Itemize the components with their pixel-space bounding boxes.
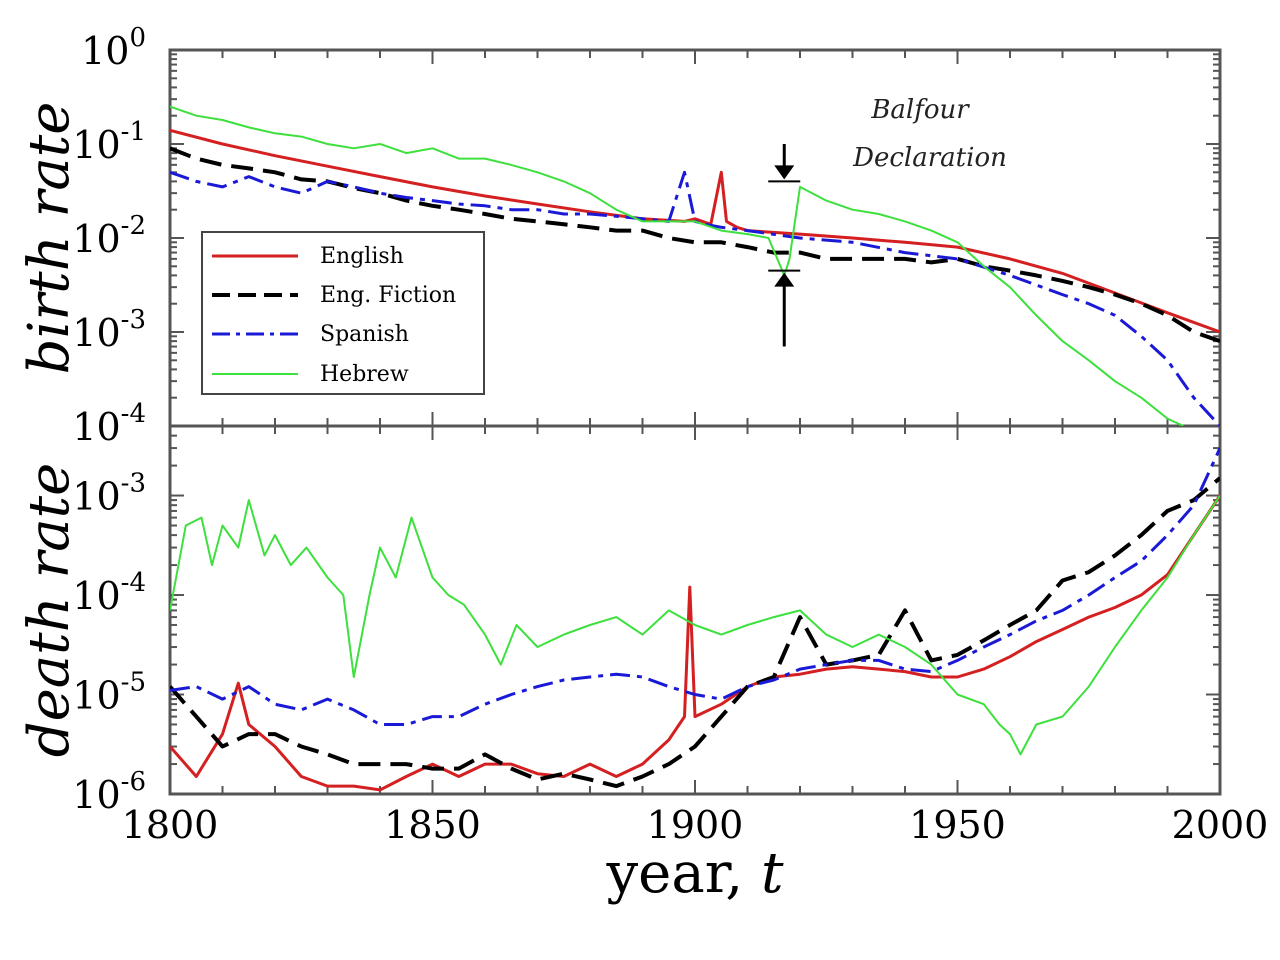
annotation-arrowhead-down [774, 165, 795, 180]
annotation-line1: Balfour [870, 95, 970, 125]
bottom-series-hebrew [170, 494, 1220, 756]
bottom-series-group [170, 447, 1220, 792]
x-axis-title-variable: t [761, 841, 784, 906]
bottom-ytick-label: 10-4 [72, 568, 146, 618]
bottom-series-english [170, 494, 1220, 792]
legend-label-spanish: Spanish [320, 322, 409, 347]
annotation-line2: Declaration [852, 143, 1007, 173]
annotation-arrows [768, 144, 801, 347]
x-axis-title-text: year, [606, 841, 761, 906]
bottom-series-spanish [170, 447, 1220, 726]
x-tick-label: 2000 [1172, 803, 1269, 847]
top-series-group [170, 105, 1220, 426]
bottom-ytick-label: 10-6 [72, 767, 146, 817]
top-y-axis-title: birth rate [17, 102, 82, 375]
legend-label-hebrew: Hebrew [320, 362, 409, 387]
x-tick-label: 1800 [122, 803, 219, 847]
top-ytick-label: 10-4 [72, 399, 146, 449]
top-ytick-label: 10-2 [72, 211, 146, 261]
x-tick-labels: 1800 1850 1900 1950 2000 [122, 803, 1269, 847]
bottom-ytick-label: 10-3 [72, 469, 146, 519]
y-tick-labels: 100 10-1 10-2 10-3 10-4 10-6 10-5 10-4 10-3 [72, 23, 146, 817]
annotation-arrowhead-up [774, 272, 795, 287]
x-tick-label: 1850 [384, 803, 481, 847]
bottom-series-eng-fiction [170, 476, 1220, 789]
top-ytick-label: 100 [81, 23, 146, 73]
legend-label-eng-fiction: Eng. Fiction [320, 283, 456, 308]
x-tick-label: 1900 [647, 803, 744, 847]
bottom-ytick-label: 10-5 [72, 668, 146, 718]
legend-label-english: English [320, 244, 404, 269]
x-axis-title: year, t [606, 841, 784, 906]
legend: English Eng. Fiction Spanish Hebrew [201, 231, 485, 395]
top-ytick-label: 10-1 [72, 117, 146, 167]
top-series-hebrew [170, 105, 1184, 426]
legend-box [201, 231, 485, 395]
top-ytick-label: 10-3 [72, 305, 146, 355]
top-series-english [170, 128, 1220, 334]
top-series-spanish [170, 170, 1220, 426]
x-tick-label: 1950 [909, 803, 1006, 847]
bottom-y-axis-title: death rate [17, 463, 82, 758]
